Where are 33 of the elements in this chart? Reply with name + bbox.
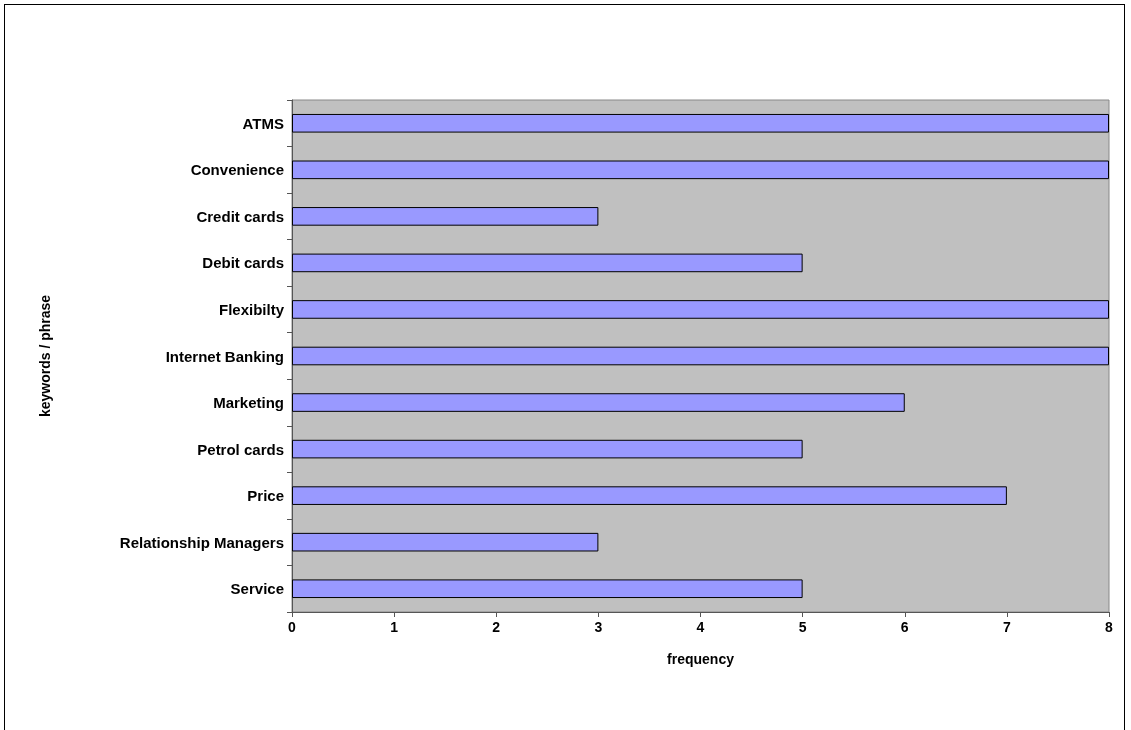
bar: [292, 439, 803, 459]
bar: [292, 207, 599, 226]
bar: [292, 532, 599, 552]
y-tick-label: Marketing: [213, 394, 284, 412]
x-tick-label: 8: [1105, 619, 1114, 635]
y-axis-title: keywords / phrase: [37, 294, 53, 418]
x-tick-label: 0: [288, 619, 297, 635]
x-tick-label: 4: [696, 619, 705, 635]
x-tick-label: 1: [390, 619, 399, 635]
x-tick-label: 6: [900, 619, 909, 635]
bar: [292, 160, 1109, 180]
bar: [292, 393, 905, 412]
bar: [292, 300, 1109, 319]
y-tick-label: Petrol cards: [197, 440, 284, 458]
y-tick-label: Relationship Managers: [119, 533, 284, 551]
y-tick-label: ATMS: [242, 114, 284, 132]
x-tick-label: 7: [1002, 619, 1011, 635]
bar: [292, 346, 1109, 366]
x-tick-label: 5: [798, 619, 807, 635]
y-tick-label: Debit cards: [202, 254, 284, 272]
y-tick-label: Flexibilty: [218, 300, 285, 318]
y-tick-label: Internet Banking: [165, 347, 284, 365]
bar: [292, 253, 803, 273]
bar: [292, 486, 1007, 505]
y-tick-label: Convenience: [190, 161, 284, 179]
bar: [292, 579, 803, 599]
bar: [292, 113, 1109, 133]
x-axis-title: frequency: [667, 651, 735, 667]
y-tick-label: Credit cards: [196, 207, 284, 225]
x-tick-label: 2: [492, 619, 501, 635]
y-tick-label: Service: [230, 580, 284, 598]
y-tick-label: Price: [247, 487, 284, 505]
x-tick-label: 3: [594, 619, 603, 635]
